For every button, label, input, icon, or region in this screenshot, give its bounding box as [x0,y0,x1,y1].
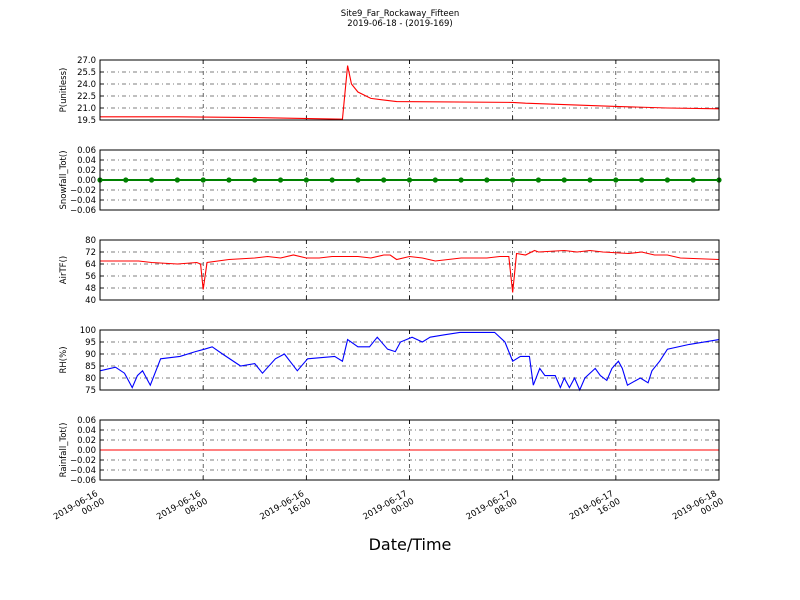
y-tick-label: 0.06 [77,416,96,426]
y-tick-label: 90 [85,350,96,360]
marker [510,177,516,183]
y-tick-label: 80 [85,236,96,246]
marker [148,177,155,183]
y-tick-label: −0.06 [70,476,96,486]
marker [690,177,696,183]
series-line [100,65,720,120]
y-tick-label: −0.04 [70,196,96,206]
y-tick-label: −0.02 [70,456,96,466]
marker [406,177,413,183]
y-tick-label: −0.02 [70,186,96,196]
marker [535,177,542,183]
marker [252,177,258,183]
marker [329,177,335,183]
series-line [100,249,720,293]
marker [226,177,232,183]
marker [174,177,180,183]
y-tick-label: 40 [85,296,96,306]
y-axis-label: Rainfall_Tot() [59,423,69,478]
y-tick-label: 21.0 [77,104,96,114]
marker [200,177,206,183]
marker [123,177,129,183]
y-tick-label: 0.02 [77,166,96,176]
y-tick-label: 24.0 [77,80,96,90]
marker [587,177,593,183]
y-tick-label: 27.0 [77,56,96,66]
series-line [99,331,720,392]
y-tick-label: 0.02 [77,436,96,446]
marker [355,177,361,183]
y-tick-label: 85 [85,362,96,372]
y-tick-label: −0.04 [70,466,96,476]
y-tick-label: 80 [85,374,96,384]
chart-subtitle: 2019-06-18 - (2019-169) [347,19,452,29]
plot-frame [99,419,720,481]
marker [303,177,309,183]
marker [639,177,645,183]
marker [381,177,387,183]
marker [613,177,619,183]
plot-frame [99,239,720,301]
marker [458,177,464,183]
y-tick-label: 0.00 [77,176,96,186]
y-axis-label: AirTF() [59,256,69,284]
y-tick-label: 0.04 [77,156,96,166]
y-tick-label: 0.00 [77,446,96,456]
marker [561,177,567,183]
x-tick-label: 2019-06-1616:00 [258,488,313,531]
x-axis-label: Date/Time [369,535,452,554]
plot-frame [99,59,720,121]
y-tick-label: 48 [85,284,96,294]
marker [664,177,671,183]
y-tick-label: 22.5 [77,92,96,102]
marker [432,177,438,183]
marker [277,177,284,183]
chart-title: Site9_Far_Rockaway_Fifteen [341,9,460,19]
y-tick-label: −0.06 [70,206,96,216]
x-tick-label: 2019-06-1600:00 [52,488,107,531]
y-tick-label: 0.04 [77,426,96,436]
y-tick-label: 56 [85,272,96,282]
x-tick-label: 2019-06-1708:00 [465,488,520,531]
x-tick-label: 2019-06-1608:00 [155,488,210,531]
y-tick-label: 19.5 [77,116,96,126]
x-tick-label: 2019-06-1700:00 [361,488,416,531]
y-axis-label: RH(%) [59,346,69,373]
y-axis-label: P(unitless) [59,68,69,113]
y-tick-label: 25.5 [77,68,96,78]
y-axis-label: Snowfall_Tot() [59,150,69,209]
x-tick-label: 2019-06-1716:00 [568,488,623,531]
y-tick-label: 64 [85,260,96,270]
y-tick-label: 75 [85,386,96,396]
plot-frame [99,329,720,391]
x-tick-label: 2019-06-1800:00 [671,488,726,531]
marker [484,177,490,183]
y-tick-label: 100 [80,326,96,336]
y-tick-label: 72 [85,248,96,258]
plot-frame [99,149,720,211]
y-tick-label: 0.06 [77,146,96,156]
y-tick-label: 95 [85,338,96,348]
